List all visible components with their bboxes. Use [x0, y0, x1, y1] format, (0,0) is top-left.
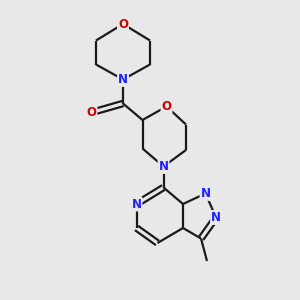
- Text: N: N: [131, 197, 142, 211]
- Text: O: O: [161, 100, 172, 113]
- Text: N: N: [118, 73, 128, 86]
- Text: N: N: [211, 211, 221, 224]
- Text: O: O: [118, 17, 128, 31]
- Text: N: N: [158, 160, 169, 173]
- Text: O: O: [86, 106, 97, 119]
- Text: N: N: [200, 187, 211, 200]
